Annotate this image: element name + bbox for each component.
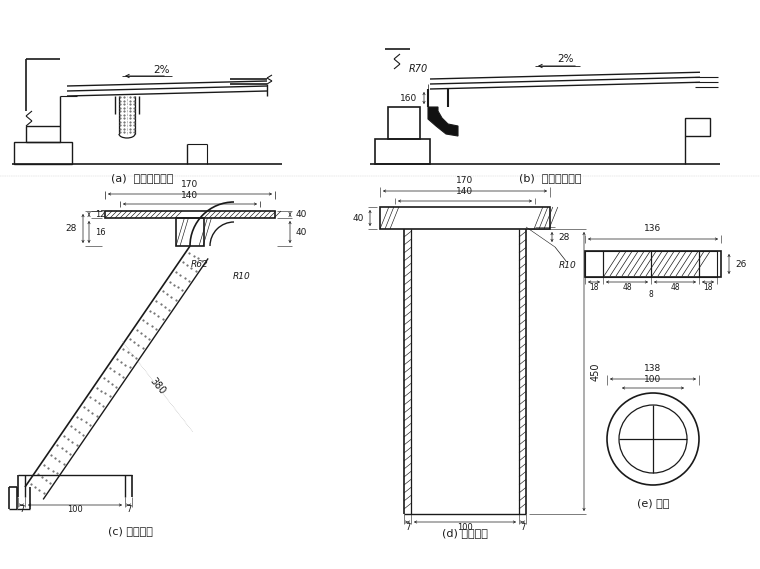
Text: (d) 直泄水管: (d) 直泄水管 [442,528,488,538]
Bar [380,207,550,229]
Text: 40: 40 [353,213,364,222]
Text: 28: 28 [65,224,77,233]
Text: (c) 弯泄水管: (c) 弯泄水管 [108,526,153,536]
Text: 170: 170 [456,176,473,185]
Bar [105,211,275,218]
Text: 26: 26 [735,259,746,269]
Text: 7: 7 [126,505,131,514]
Text: 8: 8 [648,290,654,299]
Text: R70: R70 [408,64,428,74]
Text: 16: 16 [95,228,106,237]
Text: (e) 栅盖: (e) 栅盖 [637,498,670,508]
Bar [585,251,721,277]
Text: 48: 48 [622,282,632,291]
Text: 138: 138 [644,364,662,373]
Bar [585,251,603,277]
Text: 100: 100 [67,505,83,514]
Bar [176,218,204,246]
Bar [685,118,710,136]
Text: 7: 7 [405,522,410,531]
Bar [26,126,60,142]
Text: 28: 28 [558,233,569,241]
Text: R10: R10 [233,271,251,281]
Text: 2%: 2% [557,54,573,64]
Text: 170: 170 [182,180,198,189]
Text: 40: 40 [296,210,307,219]
Bar [651,251,699,277]
Text: 140: 140 [457,187,473,196]
Text: 18: 18 [703,282,713,291]
Text: 450: 450 [591,362,601,381]
Polygon shape [428,107,458,136]
Text: 7: 7 [19,505,24,514]
Text: 18: 18 [589,282,599,291]
Text: R62: R62 [191,259,209,269]
Bar [14,142,72,164]
Bar [388,107,420,139]
Text: R10: R10 [559,261,577,270]
Bar [603,251,651,277]
Text: 12: 12 [95,210,106,219]
Text: 7: 7 [520,522,525,531]
Text: 100: 100 [457,522,473,531]
Bar [699,251,717,277]
Text: 380: 380 [147,376,167,397]
Text: (a)  直管安装示意: (a) 直管安装示意 [111,173,173,183]
Text: 2%: 2% [154,65,170,75]
Text: 140: 140 [182,191,198,200]
Text: 40: 40 [296,228,307,237]
Text: 48: 48 [670,282,679,291]
Text: 136: 136 [644,224,662,233]
Text: 100: 100 [644,375,662,384]
Text: 160: 160 [400,93,417,102]
Bar [375,139,430,164]
Text: (b)  弯管安装示意: (b) 弯管安装示意 [519,173,581,183]
